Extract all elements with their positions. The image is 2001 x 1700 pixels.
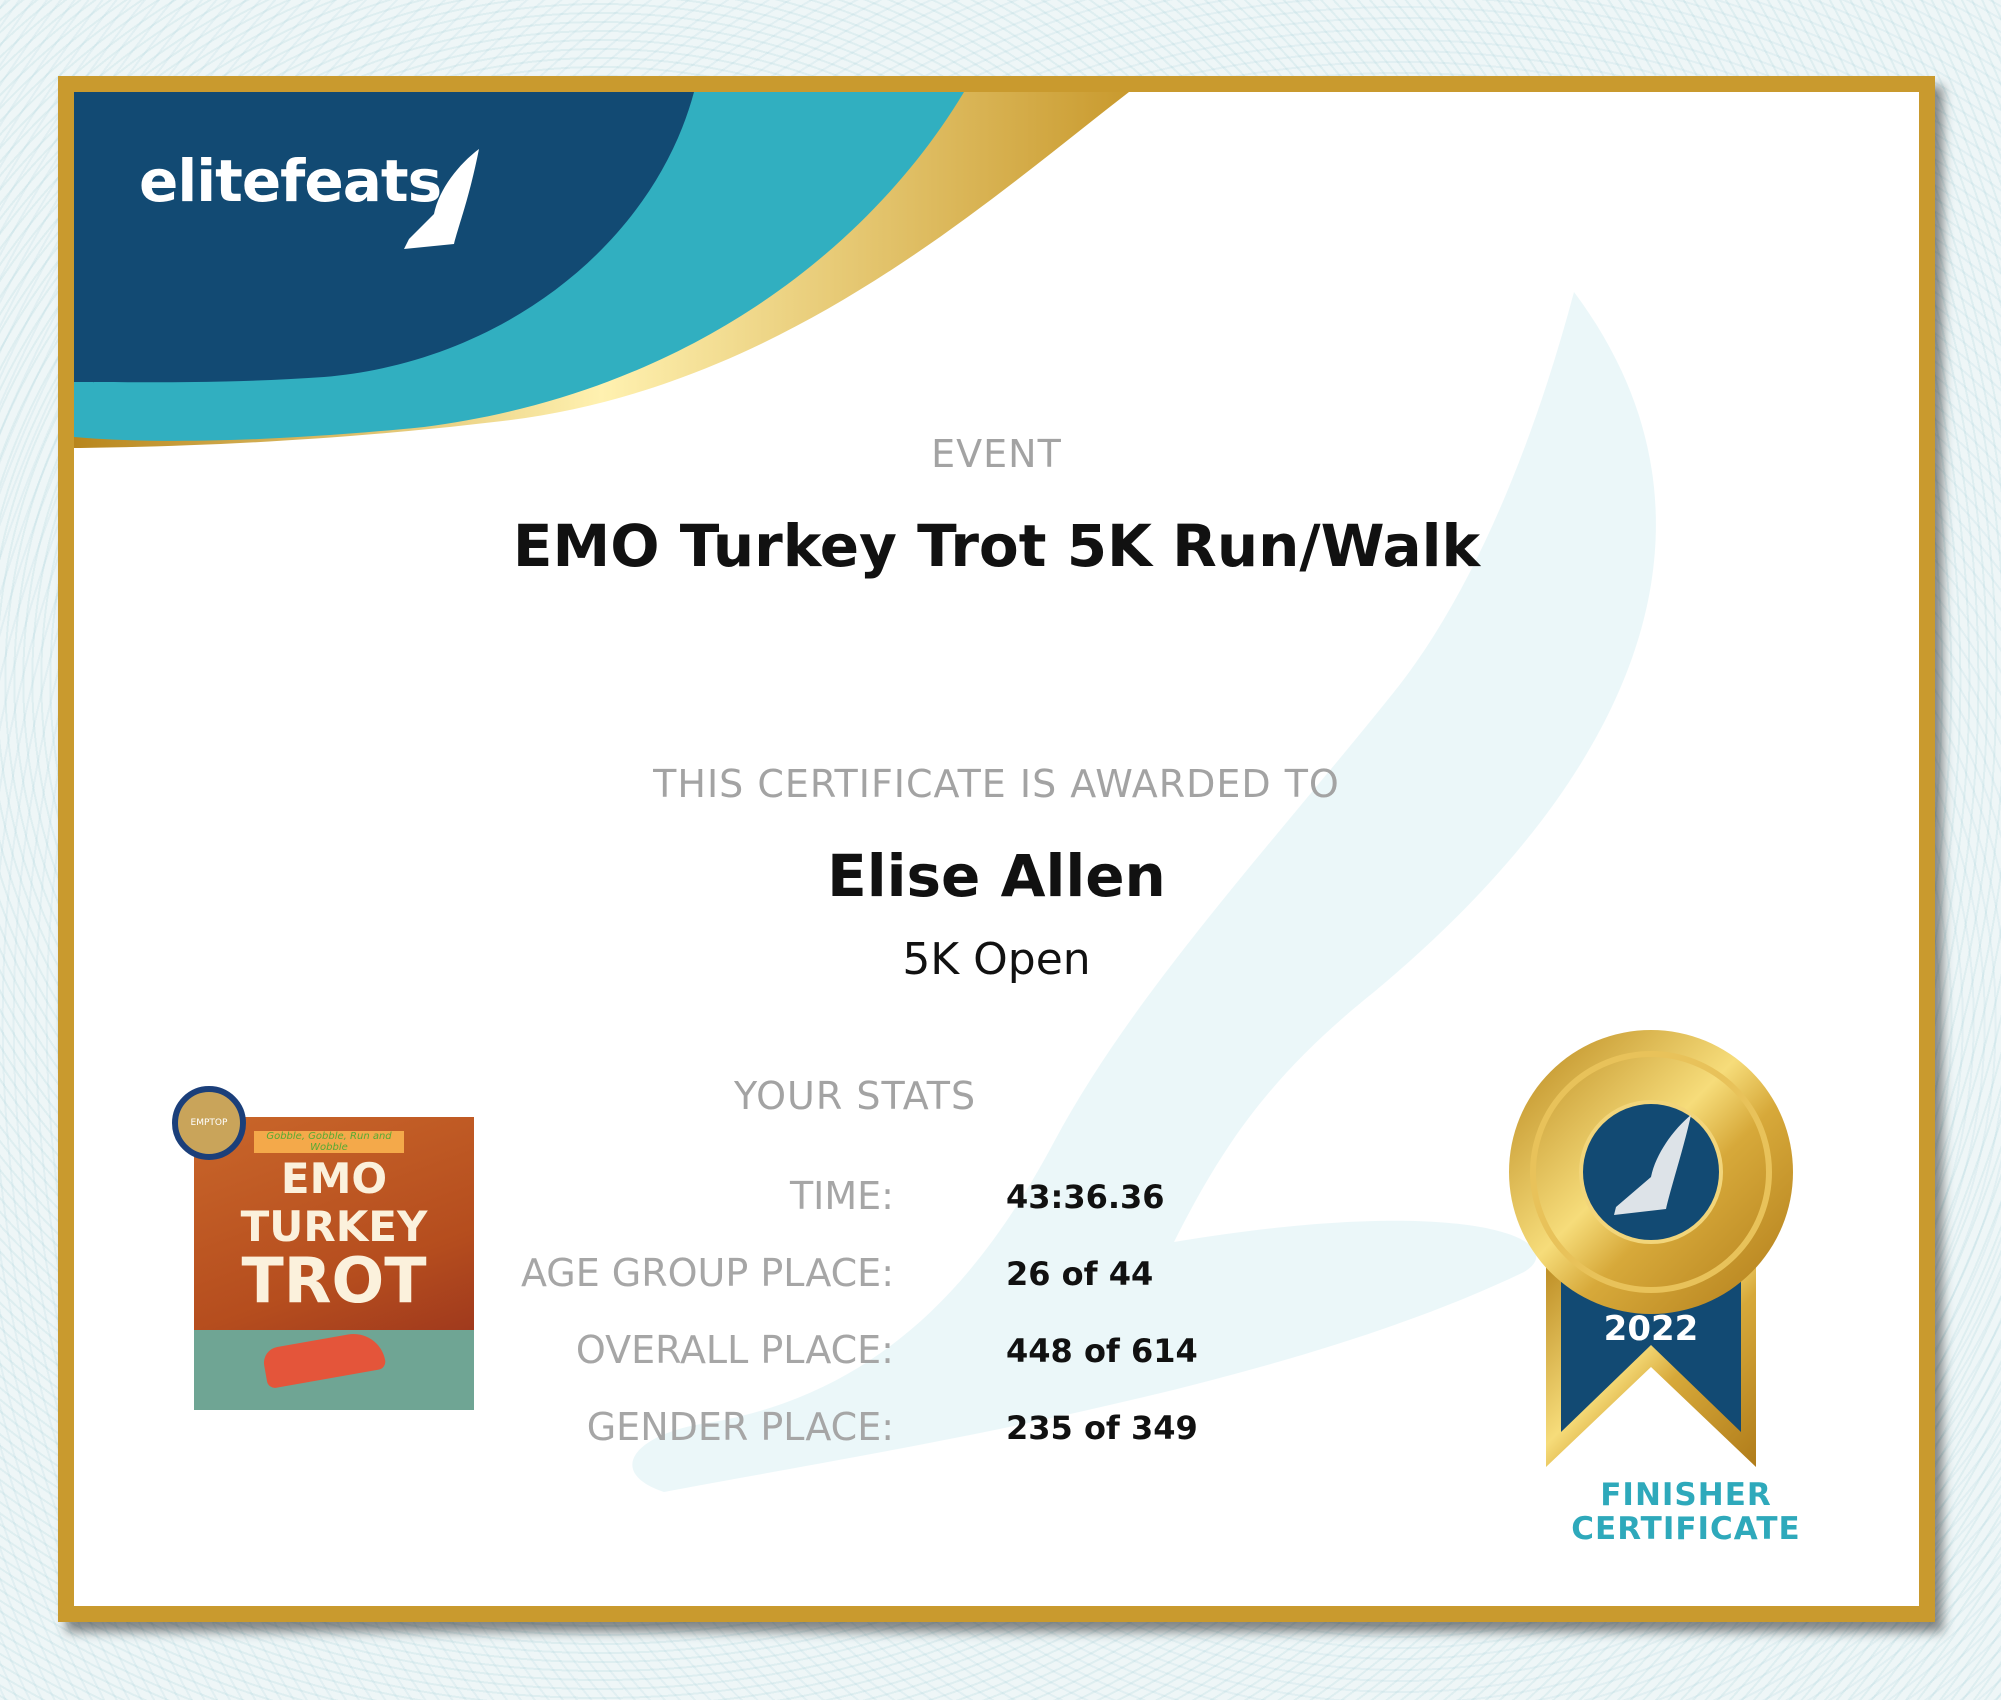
stat-value: 26 of 44	[1006, 1255, 1154, 1293]
finisher-caption: FINISHER CERTIFICATE	[1571, 1477, 1801, 1547]
event-logo-banner: Gobble, Gobble, Run and Wobble	[254, 1131, 404, 1153]
event-logo: Gobble, Gobble, Run and Wobble EMO TURKEY…	[194, 1117, 474, 1410]
stat-label: OVERALL PLACE:	[575, 1328, 894, 1372]
stat-row-overall-place: OVERALL PLACE: 448 of 614	[74, 1328, 1919, 1378]
certificate: elitefeats EVENT EMO Turkey Trot 5K Run/…	[74, 92, 1919, 1606]
event-name: EMO Turkey Trot 5K Run/Walk	[512, 512, 1481, 580]
winged-foot-watermark-icon	[632, 292, 1656, 1492]
stat-label: TIME:	[789, 1174, 894, 1218]
division: 5K Open	[902, 934, 1091, 985]
event-label: EVENT	[931, 432, 1062, 476]
winged-foot-icon	[1614, 1115, 1691, 1215]
stat-value: 448 of 614	[1006, 1332, 1198, 1370]
winged-foot-logo-icon	[404, 149, 479, 249]
header-wave	[74, 92, 1129, 448]
award-label: THIS CERTIFICATE IS AWARDED TO	[653, 762, 1340, 806]
event-logo-text: EMO TURKEY TROT	[240, 1154, 428, 1317]
stat-label: AGE GROUP PLACE:	[520, 1251, 894, 1295]
stat-row-age-group-place: AGE GROUP PLACE: 26 of 44	[74, 1251, 1919, 1301]
stat-label: GENDER PLACE:	[586, 1405, 894, 1449]
finisher-medal: 2022	[1506, 1027, 1796, 1477]
certificate-frame: elitefeats EVENT EMO Turkey Trot 5K Run/…	[58, 76, 1935, 1622]
stat-row-time: TIME: 43:36.36	[74, 1174, 1919, 1224]
stats-heading: YOUR STATS	[734, 1074, 977, 1118]
stat-value: 235 of 349	[1006, 1409, 1198, 1447]
medal-year: 2022	[1603, 1309, 1699, 1349]
event-seal: EMPTOP	[172, 1086, 246, 1160]
elitefeats-logo: elitefeats	[139, 147, 442, 215]
recipient-name: Elise Allen	[827, 842, 1166, 910]
stat-value: 43:36.36	[1006, 1178, 1165, 1216]
stat-row-gender-place: GENDER PLACE: 235 of 349	[74, 1405, 1919, 1455]
